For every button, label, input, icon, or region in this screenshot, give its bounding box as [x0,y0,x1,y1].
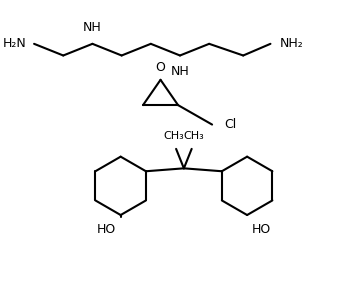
Text: CH₃: CH₃ [164,131,184,141]
Text: HO: HO [97,223,116,236]
Text: NH: NH [83,21,102,34]
Text: Cl: Cl [224,118,236,131]
Text: O: O [156,61,165,74]
Text: NH₂: NH₂ [280,37,304,50]
Text: H₂N: H₂N [3,37,26,50]
Text: NH: NH [171,65,189,78]
Text: HO: HO [252,223,271,236]
Text: CH₃: CH₃ [183,131,204,141]
